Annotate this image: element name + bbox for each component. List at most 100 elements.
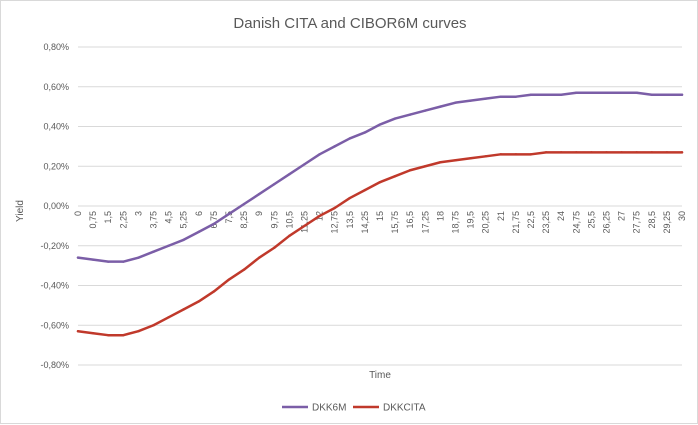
x-tick-label: 19,5 xyxy=(466,211,476,229)
data-point-dkkcita xyxy=(363,188,367,192)
x-tick-label: 14,25 xyxy=(360,211,370,234)
data-point-dkkcita xyxy=(469,157,472,160)
x-tick-label: 13,5 xyxy=(345,211,355,229)
data-point-dkkcita xyxy=(484,155,487,158)
data-point-dkk6m xyxy=(544,93,548,96)
x-tick-label: 21 xyxy=(496,211,506,221)
data-point-dkkcita xyxy=(91,332,95,335)
x-tick-label: 16,5 xyxy=(405,211,415,229)
y-axis-ticks: 0,80% 0,60% 0,40% 0,20% 0,00% -0,20% -0,40% -0,… xyxy=(40,42,69,370)
data-point-dkkcita xyxy=(529,153,533,156)
series-line-dkkcita xyxy=(76,151,684,337)
x-tick-label: 11,25 xyxy=(300,211,310,233)
data-point-dkk6m xyxy=(560,93,563,96)
data-point-dkkcita xyxy=(620,151,623,154)
data-point-dkkcita xyxy=(122,333,125,337)
x-tick-label: 4,5 xyxy=(164,211,174,224)
data-point-dkk6m xyxy=(665,93,669,96)
data-point-dkkcita xyxy=(348,196,351,200)
data-point-dkk6m xyxy=(439,105,442,108)
data-point-dkkcita xyxy=(212,290,216,293)
x-tick-label: 22,5 xyxy=(526,211,536,229)
x-tick-label: 0,75 xyxy=(88,211,98,229)
y-tick-label: -0,20% xyxy=(40,241,69,251)
x-tick-label: 28,5 xyxy=(647,211,657,229)
x-tick-label: 9,75 xyxy=(269,211,279,229)
data-point-dkk6m xyxy=(635,91,638,94)
data-point-dkk6m xyxy=(288,173,291,176)
data-point-dkk6m xyxy=(212,222,216,226)
data-point-dkk6m xyxy=(242,202,246,206)
data-point-dkk6m xyxy=(273,182,276,186)
data-point-dkkcita xyxy=(635,151,638,154)
x-tick-label: 15 xyxy=(375,211,385,221)
data-point-dkk6m xyxy=(318,153,321,156)
data-point-dkk6m xyxy=(107,260,110,263)
x-tick-label: 27 xyxy=(617,211,627,221)
x-tick-label: 17,25 xyxy=(420,211,430,234)
data-point-dkk6m xyxy=(424,109,427,112)
y-tick-label: -0,40% xyxy=(40,281,69,291)
data-point-dkkcita xyxy=(409,169,412,172)
data-point-dkkcita xyxy=(439,161,442,164)
x-tick-label: 26,25 xyxy=(602,211,612,234)
data-point-dkkcita xyxy=(167,316,170,319)
x-tick-label: 18,75 xyxy=(451,211,461,234)
legend-label-dkk6m: DKK6M xyxy=(312,403,346,414)
data-point-dkkcita xyxy=(605,151,608,154)
data-point-dkkcita xyxy=(665,151,669,154)
y-tick-label: -0,80% xyxy=(40,360,69,370)
x-tick-label: 0 xyxy=(73,211,83,216)
legend-label-dkkcita: DKKCITA xyxy=(383,403,426,414)
data-point-dkkcita xyxy=(454,159,457,162)
data-point-dkk6m xyxy=(393,117,397,120)
data-point-dkk6m xyxy=(454,101,457,104)
data-point-dkk6m xyxy=(605,91,608,94)
y-tick-label: 0,20% xyxy=(43,161,69,171)
series-line-dkk6m xyxy=(76,91,684,263)
data-point-dkk6m xyxy=(575,91,578,94)
x-tick-label: 10,5 xyxy=(284,211,294,229)
x-tick-label: 5,25 xyxy=(179,211,189,229)
data-point-dkk6m xyxy=(348,137,351,140)
y-tick-label: 0,80% xyxy=(43,42,69,52)
data-point-dkk6m xyxy=(333,145,336,148)
data-point-dkkcita xyxy=(242,268,246,271)
x-tick-label: 30 xyxy=(677,211,687,221)
data-point-dkkcita xyxy=(197,300,200,303)
y-tick-label: 0,40% xyxy=(43,122,69,132)
x-tick-label: 8,25 xyxy=(239,211,249,229)
x-tick-label: 24 xyxy=(556,211,566,221)
series-lines xyxy=(76,91,684,337)
data-point-dkkcita xyxy=(590,151,593,154)
data-point-dkk6m xyxy=(680,93,684,96)
data-point-dkk6m xyxy=(122,260,125,263)
data-point-dkkcita xyxy=(273,246,276,249)
x-tick-label: 25,5 xyxy=(586,211,596,229)
data-point-dkk6m xyxy=(378,123,382,126)
x-tick-label: 20,25 xyxy=(481,211,491,234)
data-point-dkkcita xyxy=(76,330,80,333)
data-point-dkk6m xyxy=(91,258,95,261)
x-tick-label: 9 xyxy=(254,211,264,216)
data-point-dkk6m xyxy=(514,95,518,98)
data-point-dkkcita xyxy=(152,324,155,327)
data-point-dkk6m xyxy=(363,131,367,134)
data-point-dkk6m xyxy=(258,192,261,196)
data-point-dkk6m xyxy=(197,230,200,234)
x-axis-ticks: 0 0,75 1,5 2,25 3 3,75 4,5 5,25 6 6,75 7,5 8,25 9 9,7… xyxy=(73,211,687,234)
data-point-dkkcita xyxy=(544,151,548,154)
x-tick-label: 3 xyxy=(133,211,143,216)
x-tick-label: 27,75 xyxy=(632,211,642,234)
data-point-dkkcita xyxy=(303,224,306,228)
data-point-dkkcita xyxy=(182,308,185,311)
y-tick-label: 0,00% xyxy=(43,201,69,211)
data-point-dkk6m xyxy=(76,256,80,259)
data-point-dkkcita xyxy=(378,180,382,184)
data-point-dkk6m xyxy=(620,91,623,94)
x-tick-label: 12,75 xyxy=(330,211,340,234)
data-point-dkkcita xyxy=(514,153,518,156)
data-point-dkk6m xyxy=(227,212,231,216)
